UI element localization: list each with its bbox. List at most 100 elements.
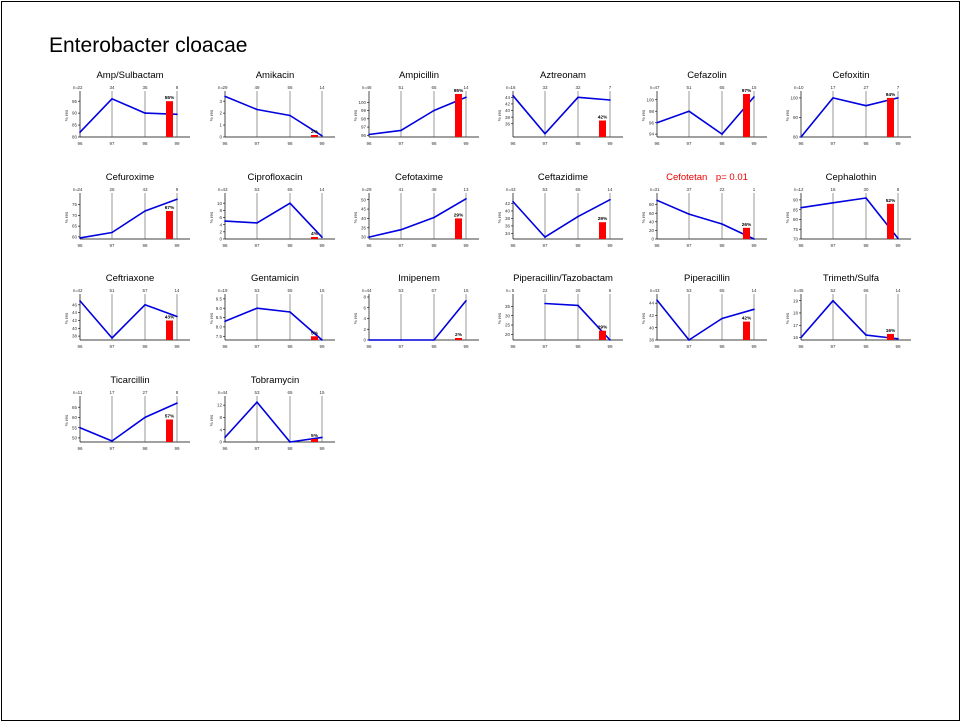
y-tick-label: 25 xyxy=(505,323,511,328)
y-axis-label: % res xyxy=(64,109,69,121)
n-label: 67 xyxy=(431,288,437,293)
summary-bar xyxy=(166,101,173,137)
data-point xyxy=(688,213,690,215)
bar-label: 95% xyxy=(454,88,464,94)
n-prefix: n= xyxy=(794,187,800,192)
data-point xyxy=(577,215,579,218)
chart-panel: Ceftriaxone 42 96 51 97 57 98 14 99 n= 38 40 42 44 46%… xyxy=(60,273,200,373)
data-point xyxy=(289,114,291,117)
data-point xyxy=(224,95,226,98)
chart-panel: Cefotaxime 29 96 41 97 48 98 13 99 n= 30 35 40 45 50 % … xyxy=(349,172,489,272)
y-tick-label: 9.0 xyxy=(216,306,223,311)
x-tick-label: 96 xyxy=(366,243,372,248)
bar-label: 43% xyxy=(165,315,175,321)
n-label: 14 xyxy=(319,85,325,90)
chart-title: Piperacillin xyxy=(637,273,777,284)
chart-title: Ceftazidime xyxy=(493,172,633,183)
chart-title-text: Ceftazidime xyxy=(537,172,589,183)
x-tick-label: 97 xyxy=(830,141,836,146)
n-label: 57 xyxy=(142,288,148,293)
series-line xyxy=(369,300,467,341)
y-tick-label: 3 xyxy=(219,99,222,104)
x-tick-label: 97 xyxy=(398,141,404,146)
n-label: 41 xyxy=(398,187,404,192)
x-tick-label: 99 xyxy=(607,344,613,349)
summary-bar xyxy=(599,120,606,137)
n-label: 53 xyxy=(254,187,260,192)
data-point xyxy=(321,236,323,238)
data-point xyxy=(609,339,611,341)
data-point xyxy=(79,131,81,133)
data-point xyxy=(465,96,467,99)
y-tick-label: 40 xyxy=(72,326,78,331)
y-tick-label: 85 xyxy=(793,207,799,212)
data-point xyxy=(289,202,291,204)
x-tick-label: 96 xyxy=(510,344,516,349)
n-label: 14 xyxy=(174,288,180,293)
data-point xyxy=(79,237,81,239)
n-label: 33 xyxy=(542,85,548,90)
y-tick-label: 100 xyxy=(646,97,654,102)
x-tick-label: 98 xyxy=(431,243,437,248)
x-tick-label: 99 xyxy=(895,344,901,349)
n-label: 29 xyxy=(222,85,228,90)
y-tick-label: 44 xyxy=(649,301,655,306)
data-point xyxy=(176,402,178,404)
n-label: 17 xyxy=(830,85,836,90)
x-tick-label: 97 xyxy=(254,344,260,349)
line-chart: 5 96 22 97 26 98 6 99 n= 20 25 30 35% res 29% xyxy=(497,288,623,349)
bar-label: 67% xyxy=(165,205,175,211)
data-point xyxy=(144,112,146,114)
data-point xyxy=(111,440,113,442)
line-chart: 44 96 53 97 65 98 15 99 n= 0 4 8 12 % res 5% xyxy=(209,390,335,451)
data-point xyxy=(400,129,402,132)
n-label: 65 xyxy=(575,187,581,192)
data-point xyxy=(800,206,802,209)
series-line xyxy=(224,202,323,238)
n-label: 65 xyxy=(431,85,437,90)
chart-title-text: Piperacillin xyxy=(684,273,730,284)
y-tick-label: 0 xyxy=(219,237,222,242)
data-point xyxy=(577,304,579,307)
x-tick-label: 98 xyxy=(431,141,437,146)
n-label: 29 xyxy=(366,187,372,192)
chart-panel: Cefazolin 47 96 51 97 65 98 15 99 n= 94 96 98 100 % re… xyxy=(637,70,777,170)
n-label: 10 xyxy=(798,85,804,90)
summary-bar xyxy=(743,94,750,137)
n-label: 17 xyxy=(109,390,115,395)
data-point xyxy=(609,99,611,101)
y-axis-label: % res xyxy=(785,109,790,121)
y-tick-label: 96 xyxy=(649,120,655,125)
n-prefix: n= xyxy=(506,85,512,90)
x-tick-label: 97 xyxy=(254,243,260,248)
chart-panel: Cefotetan p= 0.01 31 96 37 97 22 98 1 99 n= 0 20 40 6… xyxy=(637,172,777,272)
x-tick-label: 98 xyxy=(287,344,293,349)
y-tick-label: 35 xyxy=(361,225,367,230)
data-point xyxy=(721,317,723,320)
summary-bar xyxy=(166,320,173,340)
n-label: 8 xyxy=(176,85,179,90)
y-axis-label: % res xyxy=(641,211,646,223)
bar-label: 52% xyxy=(886,198,896,204)
n-label: 15 xyxy=(751,85,757,90)
data-point xyxy=(111,337,113,339)
data-point xyxy=(321,436,323,439)
data-point xyxy=(577,96,579,99)
chart-panel: Cephalothin 12 96 16 97 30 98 8 99 n= 70 75 80 85 90 % … xyxy=(781,172,921,272)
x-tick-label: 96 xyxy=(77,243,83,248)
y-axis-label: % res xyxy=(209,414,214,426)
n-label: 43 xyxy=(222,187,228,192)
n-label: 14 xyxy=(463,85,469,90)
chart-title-text: Piperacillin/Tazobactam xyxy=(513,273,613,284)
y-tick-label: 42 xyxy=(72,318,78,323)
series-line xyxy=(224,95,323,137)
n-label: 53 xyxy=(398,288,404,293)
chart-title-text: Cefuroxime xyxy=(105,172,155,183)
x-tick-label: 99 xyxy=(463,243,469,248)
x-tick-label: 98 xyxy=(863,344,869,349)
n-prefix: n= xyxy=(73,390,79,395)
y-tick-label: 90 xyxy=(793,115,799,120)
bar-label: 5% xyxy=(311,433,319,439)
y-tick-label: 6 xyxy=(219,215,222,220)
